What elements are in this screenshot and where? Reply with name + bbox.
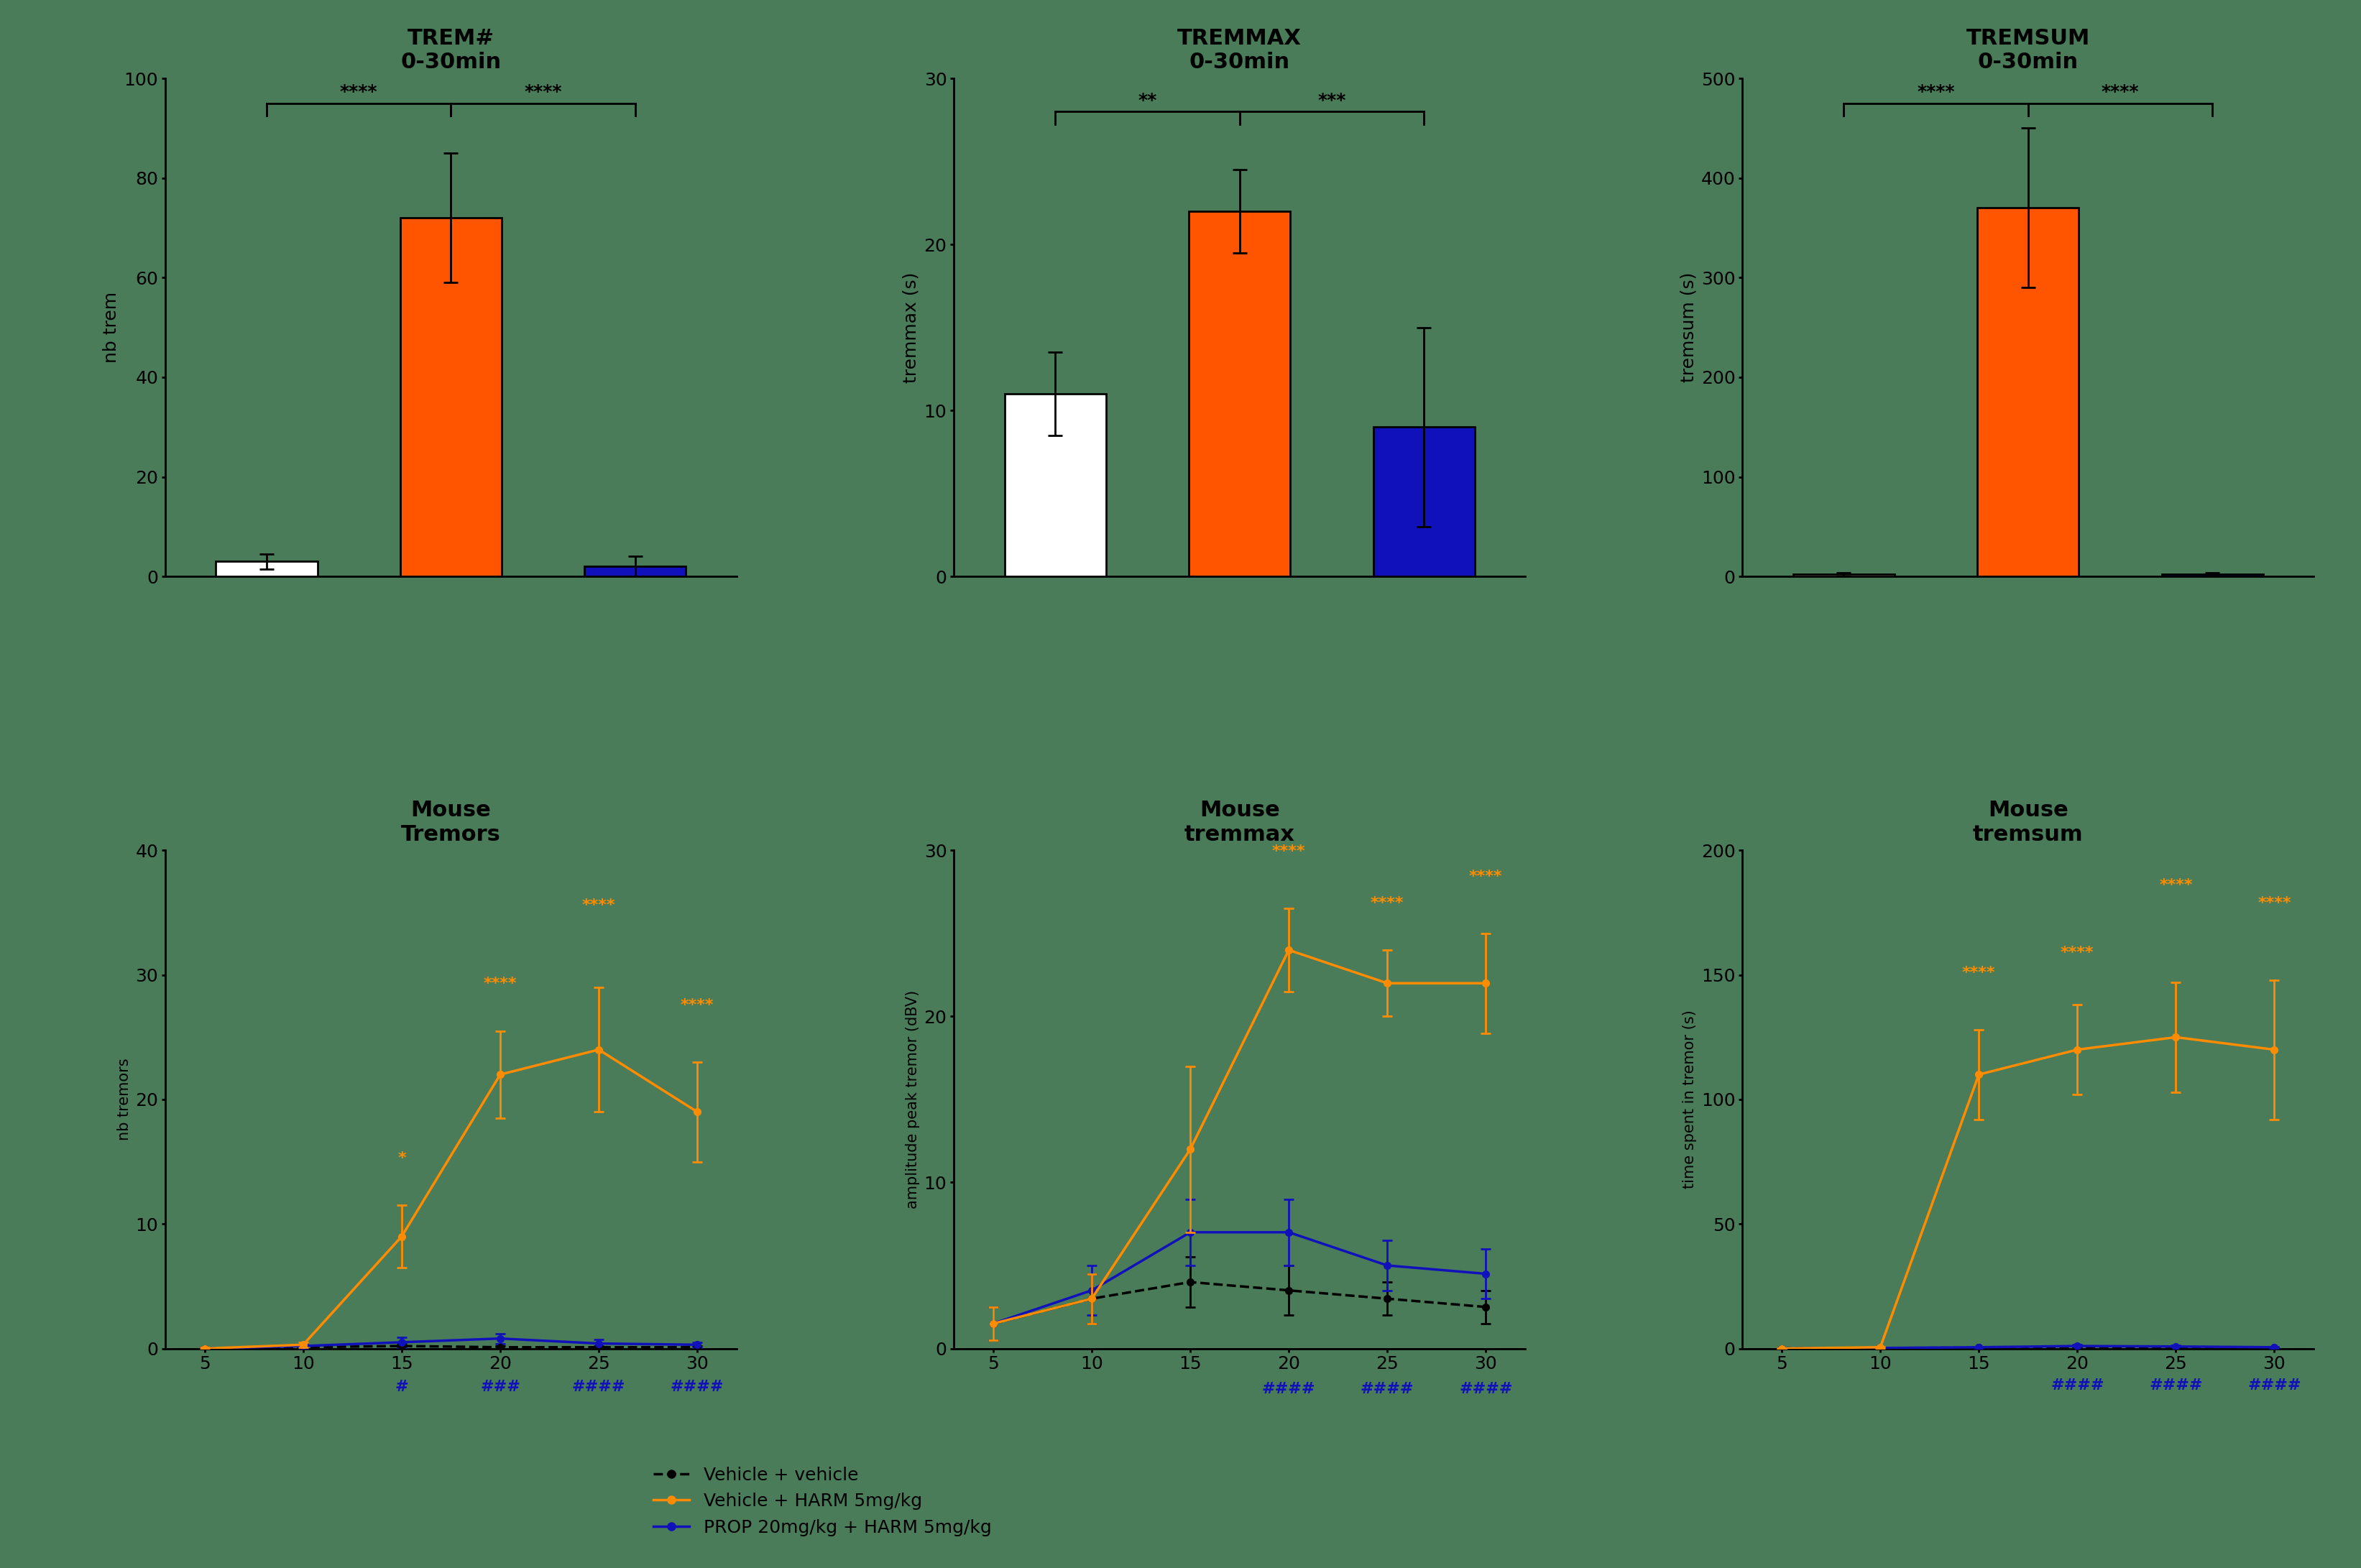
Bar [1190,212,1289,577]
Title: TREMSUM
0-30min: TREMSUM 0-30min [1967,28,2089,72]
Text: ####: #### [671,1380,725,1394]
Text: ****: **** [680,997,713,1013]
Text: ****: **** [340,83,378,100]
Text: ****: **** [1372,895,1405,909]
Text: ####: #### [1360,1381,1414,1396]
Text: ###: ### [479,1380,519,1394]
Bar [2163,574,2264,577]
Text: ***: *** [1317,93,1346,110]
Bar [1003,394,1105,577]
Title: TREMMAX
0-30min: TREMMAX 0-30min [1178,28,1301,72]
Y-axis label: nb tremors: nb tremors [118,1058,132,1140]
Text: ####: #### [571,1380,626,1394]
Title: Mouse
tremmax: Mouse tremmax [1185,800,1294,845]
Title: TREM#
0-30min: TREM# 0-30min [401,28,501,72]
Text: #: # [394,1380,408,1394]
Text: ####: #### [1459,1381,1513,1396]
Title: Mouse
Tremors: Mouse Tremors [401,800,501,845]
Text: ****: **** [2101,83,2139,100]
Y-axis label: tremsum (s): tremsum (s) [1679,273,1698,383]
Text: ####: #### [1263,1381,1315,1396]
Text: **: ** [1138,93,1157,110]
Text: ****: **** [583,898,616,913]
Text: ****: **** [1273,844,1306,859]
Text: ****: **** [1962,966,1995,980]
Text: ####: #### [2149,1378,2203,1392]
Y-axis label: time spent in tremor (s): time spent in tremor (s) [1683,1010,1698,1189]
Text: ****: **** [484,977,517,991]
Bar [1979,209,2078,577]
Bar [586,566,687,577]
Title: Mouse
tremsum: Mouse tremsum [1974,800,2082,845]
Text: ****: **** [2061,946,2094,960]
Bar [401,218,501,577]
Bar [215,561,316,577]
Text: ####: #### [2052,1378,2104,1392]
Text: ****: **** [1469,869,1502,884]
Text: ****: **** [2257,895,2290,909]
Text: ****: **** [2160,878,2193,892]
Y-axis label: tremmax (s): tremmax (s) [902,271,921,383]
Legend: Vehicle + vehicle, Vehicle + HARM 5mg/kg, PROP 20mg/kg + HARM 5mg/kg: Vehicle + vehicle, Vehicle + HARM 5mg/kg… [647,1460,999,1543]
Text: *: * [397,1151,406,1165]
Text: ****: **** [1917,83,1955,100]
Y-axis label: amplitude peak tremor (dBV): amplitude peak tremor (dBV) [907,989,921,1209]
Text: ####: #### [2248,1378,2302,1392]
Text: ****: **** [524,83,562,100]
Y-axis label: nb trem: nb trem [104,292,120,364]
Bar [1792,574,1894,577]
Bar [1374,426,1476,577]
